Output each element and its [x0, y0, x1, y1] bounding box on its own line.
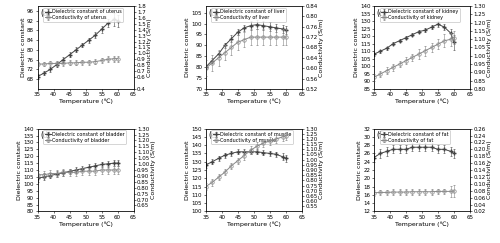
Legend: Dielectric constant of kidney, Conductivity of kidney: Dielectric constant of kidney, Conductiv…	[380, 8, 460, 22]
X-axis label: Temperature (℃): Temperature (℃)	[58, 221, 112, 227]
Y-axis label: Conductivity (S/m): Conductivity (S/m)	[487, 18, 492, 77]
X-axis label: Temperature (℃): Temperature (℃)	[227, 221, 280, 227]
Text: (b): (b)	[208, 9, 220, 17]
Legend: Dielectric constant of uterus, Conductivity of uterus: Dielectric constant of uterus, Conductiv…	[44, 8, 122, 22]
Text: (c): (c)	[377, 9, 387, 17]
Legend: Dielectric constant of liver, Conductivity of liver: Dielectric constant of liver, Conductivi…	[212, 8, 286, 22]
Legend: Dielectric constant of muscle, Conductivity of muscle: Dielectric constant of muscle, Conductiv…	[212, 130, 292, 144]
Y-axis label: Dielectric constant: Dielectric constant	[186, 18, 190, 77]
Y-axis label: Dielectric constant: Dielectric constant	[186, 140, 190, 200]
Legend: Dielectric constant of bladder, Conductivity of bladder: Dielectric constant of bladder, Conducti…	[44, 130, 126, 144]
X-axis label: Temperature (℃): Temperature (℃)	[395, 99, 449, 104]
Y-axis label: Conductivity (S/m): Conductivity (S/m)	[147, 18, 152, 77]
Y-axis label: Dielectric constant: Dielectric constant	[20, 18, 25, 77]
Y-axis label: Conductivity (S/m): Conductivity (S/m)	[319, 18, 324, 77]
Y-axis label: Dielectric constant: Dielectric constant	[17, 140, 22, 200]
Text: (d): (d)	[40, 131, 52, 140]
Text: (f): (f)	[377, 131, 386, 140]
X-axis label: Temperature (℃): Temperature (℃)	[395, 221, 449, 227]
Y-axis label: Dielectric constant: Dielectric constant	[354, 18, 358, 77]
Y-axis label: Conductivity (S/m): Conductivity (S/m)	[150, 141, 156, 199]
Y-axis label: Dielectric constant: Dielectric constant	[357, 140, 362, 200]
Y-axis label: Conductivity (S/m): Conductivity (S/m)	[319, 141, 324, 199]
X-axis label: Temperature (℃): Temperature (℃)	[58, 99, 112, 104]
Text: (a): (a)	[40, 9, 51, 17]
Text: (e): (e)	[208, 131, 219, 140]
Legend: Dielectric constant of fat, Conductivity of fat: Dielectric constant of fat, Conductivity…	[380, 130, 450, 144]
Y-axis label: Conductivity (S/m): Conductivity (S/m)	[487, 141, 492, 199]
X-axis label: Temperature (℃): Temperature (℃)	[227, 99, 280, 104]
